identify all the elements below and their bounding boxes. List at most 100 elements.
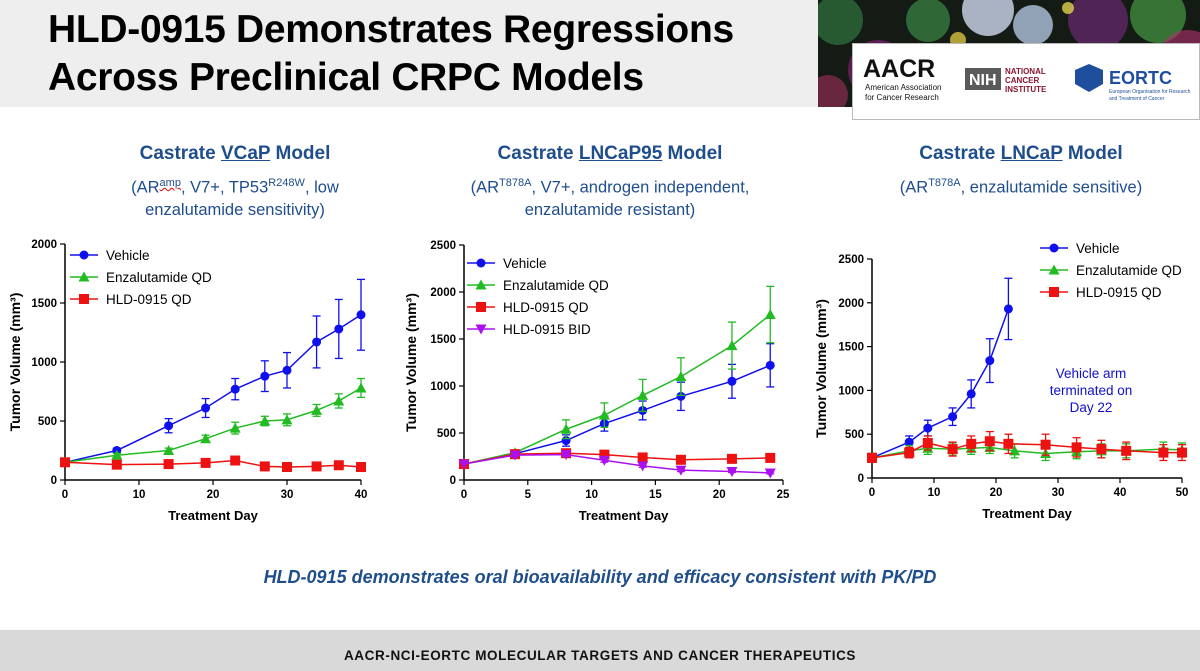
series-vehicle [60,278,366,467]
eortc-logo: EORTC [1109,68,1172,88]
data-point [598,409,610,420]
x-tick-label: 40 [355,489,368,501]
partner-logos-art: AACR American Association for Cancer Res… [863,55,1191,102]
data-point [1003,438,1014,449]
legend-label: HLD-0915 QD [106,292,192,307]
x-tick-label: 20 [207,489,220,501]
data-point [765,452,776,463]
data-point [312,337,322,347]
data-point [1040,439,1051,450]
series-line [871,446,1183,459]
data-point [333,460,344,471]
legend-marker [79,294,89,304]
data-point [201,403,211,413]
y-axis-label: Tumor Volume (mm³) [813,299,829,438]
data-point [282,462,292,473]
panel-2-subtitle: (ART878A, V7+, androgen independent, enz… [470,177,750,219]
data-point [985,356,995,366]
footer-bar [0,630,1200,671]
data-point [904,447,915,458]
data-point [334,324,344,334]
data-point [1158,447,1169,458]
nci-line-3: INSTITUTE [1005,85,1047,94]
data-point [599,449,610,460]
data-point [726,467,738,478]
legend-marker [476,258,486,268]
series-line [64,459,362,468]
data-point [948,412,958,422]
data-point [675,371,687,382]
series-vehicle [459,343,775,469]
legend-label: Enzalutamide QD [106,270,212,285]
series-line [463,313,771,465]
footer-text: AACR-NCI-EORTC MOLECULAR TARGETS AND CAN… [343,648,857,663]
legend-label: Vehicle [1076,241,1120,256]
nih-logo: NIH [969,72,997,89]
data-point [1096,444,1107,455]
chart-lncap: 0 10 20 30 40 5005001000150020002500Treatment… [813,241,1188,521]
data-point [726,453,737,464]
data-point [164,421,174,431]
data-point [676,391,686,401]
legend-marker [476,302,486,312]
y-tick-label: 1500 [430,334,456,346]
x-tick-label: 15 [649,489,662,501]
nih-logo-box [965,68,1001,90]
series-line [463,452,771,465]
x-tick-label: 0 [869,487,875,499]
data-point [259,461,270,472]
data-point [163,459,174,470]
series-hld-0915-qd [459,448,776,470]
legend-label: Enzalutamide QD [503,278,609,293]
data-point [947,444,958,455]
data-point [282,365,292,375]
panel-3-subtitle: (ART878A, enzalutamide sensitive) [899,177,1143,197]
data-point [984,436,995,447]
series-line [463,453,771,474]
aacr-subtitle-1: American Association [865,83,941,92]
y-tick-label: 1000 [430,381,456,393]
data-point [230,455,241,466]
data-point [726,340,738,351]
x-tick-label: 5 [525,489,532,501]
legend-label: Vehicle [106,248,150,263]
data-point [1071,442,1082,453]
data-point [111,459,122,470]
x-axis-label: Treatment Day [168,508,258,523]
legend-marker [79,250,89,260]
data-point [333,395,345,406]
legend-label: HLD-0915 BID [503,322,591,337]
y-tick-label: 2000 [430,287,456,299]
legend-marker [1048,264,1060,275]
series-line [64,387,362,464]
x-tick-label: 0 [62,489,68,501]
eortc-subtitle-2: and Treatment of Cancer [1109,96,1165,102]
x-tick-label: 20 [713,489,726,501]
panel-3-title: Castrate LNCaP Model [919,143,1123,164]
x-tick-label: 10 [133,489,146,501]
eortc-emblem-icon [1075,64,1103,92]
y-tick-label: 2500 [430,240,456,252]
x-axis-label: Treatment Day [982,506,1072,521]
series-line [871,308,1010,459]
x-tick-label: 50 [1176,487,1189,499]
chart-vcap: 0 10 20 30 40 0 500 1000 1500 2000 Treatment Day Tu… [7,239,368,523]
legend-marker [78,271,90,282]
x-tick-label: 10 [585,489,598,501]
axes: 0 5 10 15 20 25 0 500 1000 1500 2000 2500 [430,240,790,501]
data-point [1121,445,1132,456]
data-point [163,445,175,455]
y-tick-label: 0 [858,473,864,485]
legend-item: HLD-0915 BID [467,322,591,337]
data-point [311,461,322,472]
data-point [200,433,212,444]
data-point [356,462,366,473]
y-tick-label: 1500 [31,298,57,310]
annotation-line: Day 22 [1070,400,1113,415]
y-tick-label: 500 [845,429,864,441]
series-line [463,364,771,465]
data-point [260,371,270,381]
x-axis-label: Treatment Day [579,508,669,523]
x-tick-label: 0 [461,489,467,501]
